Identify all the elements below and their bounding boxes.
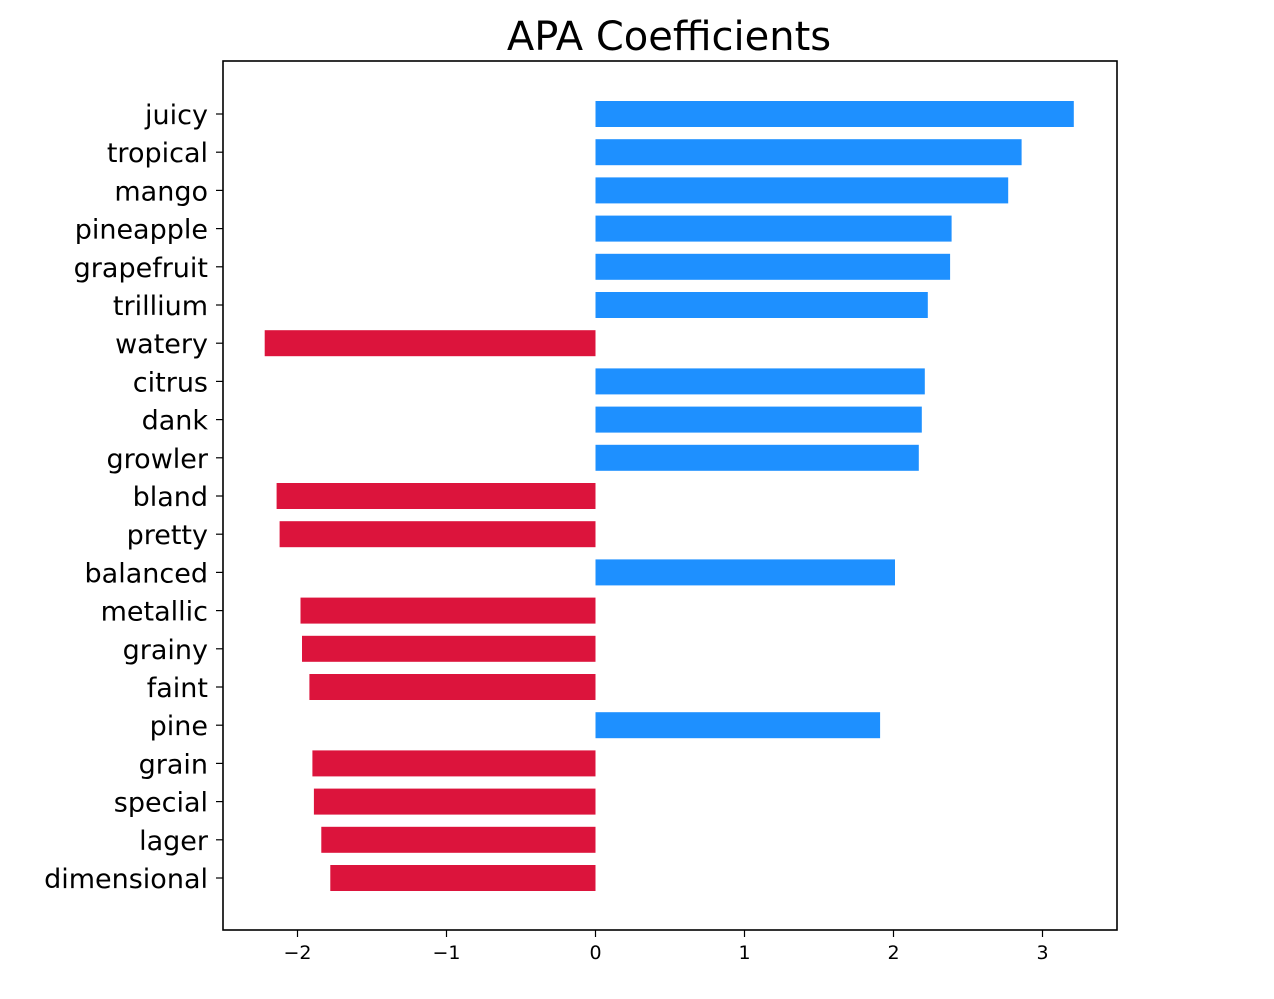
- bar-pretty: [279, 521, 596, 548]
- bar-lager: [321, 826, 596, 853]
- y-tick-label-grain: grain: [139, 749, 208, 780]
- x-tick-label: 2: [887, 942, 899, 964]
- x-tick-label: −1: [432, 942, 460, 964]
- bar-special: [313, 788, 596, 815]
- bar-grapefruit: [595, 253, 951, 280]
- y-tick-label-growler: growler: [107, 444, 209, 475]
- bar-faint: [309, 674, 596, 700]
- y-tick-label-faint: faint: [147, 673, 208, 704]
- bar-watery: [264, 330, 596, 357]
- x-tick-label: 3: [1036, 942, 1048, 964]
- y-tick-label-pretty: pretty: [127, 520, 208, 551]
- y-tick-label-grainy: grainy: [123, 635, 208, 666]
- bar-dank: [595, 406, 922, 433]
- y-tick-label-watery: watery: [115, 329, 208, 360]
- y-tick-label-dimensional: dimensional: [44, 864, 208, 895]
- bar-pine: [595, 712, 881, 739]
- y-tick-label-pine: pine: [150, 711, 208, 742]
- x-tick-label: 0: [589, 942, 601, 964]
- y-tick-label-trillium: trillium: [113, 291, 208, 322]
- y-tick-label-special: special: [114, 788, 208, 819]
- y-tick-label-balanced: balanced: [85, 558, 208, 589]
- y-tick-label-tropical: tropical: [107, 138, 208, 169]
- y-tick-label-metallic: metallic: [101, 597, 208, 628]
- bars-layer: [264, 101, 1074, 891]
- bar-bland: [276, 483, 596, 509]
- y-axis: juicy tropical mango pineapple grapefruit tri…: [44, 100, 223, 895]
- bar-grain: [312, 750, 596, 777]
- y-tick-label-citrus: citrus: [133, 367, 208, 398]
- bar-grainy: [302, 635, 596, 662]
- bar-mango: [595, 177, 1009, 204]
- bar-pineapple: [595, 215, 952, 242]
- bar-trillium: [595, 292, 928, 318]
- y-tick-label-mango: mango: [114, 176, 208, 207]
- bar-tropical: [595, 139, 1022, 166]
- x-tick-label: 1: [738, 942, 750, 964]
- y-tick-label-pineapple: pineapple: [75, 215, 208, 246]
- x-tick-label: −2: [283, 942, 311, 964]
- bar-growler: [595, 444, 919, 471]
- y-tick-label-dank: dank: [142, 406, 209, 437]
- bar-balanced: [595, 559, 895, 586]
- bar-metallic: [300, 597, 596, 624]
- plot-frame: [222, 60, 1118, 931]
- x-axis: −2 −1 0 1 2 3: [283, 930, 1049, 964]
- bar-citrus: [595, 368, 925, 395]
- chart-title: APA Coefficients: [507, 14, 831, 60]
- y-tick-label-lager: lager: [139, 826, 209, 857]
- bar-juicy: [595, 101, 1074, 127]
- y-tick-label-bland: bland: [133, 482, 208, 513]
- bar-dimensional: [330, 865, 596, 891]
- y-tick-label-grapefruit: grapefruit: [74, 253, 208, 284]
- y-tick-label-juicy: juicy: [144, 100, 208, 131]
